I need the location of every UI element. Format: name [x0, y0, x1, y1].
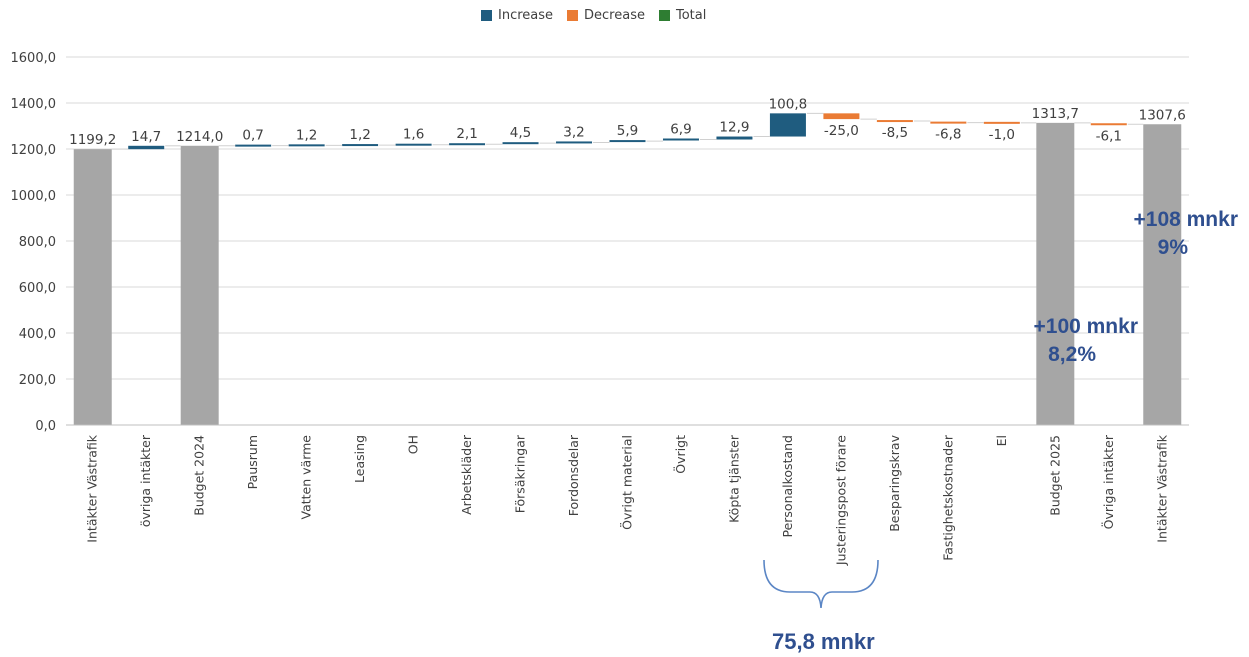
legend-item-total: Total	[658, 8, 707, 23]
data-label: 12,9	[719, 120, 749, 136]
bar-increase	[502, 142, 539, 145]
bar-decrease	[930, 121, 967, 124]
bar-increase	[662, 138, 699, 141]
bar-total	[73, 149, 112, 425]
x-tick-label: Köpta tjänster	[726, 434, 741, 523]
brace-annotation	[763, 559, 879, 609]
data-label: 1199,2	[69, 132, 116, 148]
x-tick-label: Fastighetskostnader	[940, 434, 955, 561]
callout-plus-100-amount: +100 mnkr	[1033, 315, 1139, 338]
x-tick-label: Budget 2025	[1047, 435, 1062, 516]
data-label: -6,8	[935, 127, 961, 143]
x-tick-label: El	[994, 435, 1009, 446]
bar-decrease	[1090, 123, 1127, 126]
x-tick-label: Övriga intäkter	[1100, 434, 1116, 529]
legend-swatch-total	[658, 10, 670, 21]
bar-decrease	[876, 120, 913, 123]
legend-label-decrease: Decrease	[584, 8, 645, 23]
bar-increase	[556, 141, 593, 144]
legend-item-decrease: Decrease	[567, 8, 645, 23]
gridlines	[66, 56, 1189, 426]
x-tick-label: OH	[406, 435, 421, 454]
y-tick-label: 400,0	[19, 327, 56, 342]
data-label: -6,1	[1096, 128, 1122, 144]
callout-personal-total: 75,8 mnkr	[772, 628, 875, 656]
data-label: -1,0	[989, 127, 1015, 143]
bar-increase	[288, 144, 325, 147]
x-tick-label: Arbetskläder	[459, 434, 474, 515]
data-label: 1214,0	[176, 129, 223, 145]
data-label: 5,9	[617, 123, 638, 139]
callout-plus-108: +108 mnkr 9%	[1090, 206, 1239, 262]
data-label: 4,5	[510, 125, 531, 141]
y-tick-label: 1000,0	[11, 189, 57, 204]
x-tick-label: Övrigt	[672, 435, 688, 474]
bar-increase	[769, 113, 806, 137]
data-label: 1,6	[403, 127, 424, 143]
x-tick-label: Pausrum	[245, 435, 260, 489]
bar-decrease	[823, 113, 860, 120]
data-label: 2,1	[456, 126, 477, 142]
bar-increase	[128, 145, 165, 150]
bars	[73, 113, 1182, 425]
x-tick-label: övriga intäkter	[138, 434, 153, 527]
connector-lines	[111, 112, 1144, 150]
y-tick-label: 200,0	[19, 373, 56, 388]
bar-total	[180, 145, 219, 425]
data-label: 1307,6	[1139, 107, 1186, 123]
bar-total	[1036, 122, 1075, 425]
data-label: 1,2	[296, 127, 317, 143]
callout-personal-total-amount: 75,8 mnkr	[772, 629, 875, 654]
legend-label-total: Total	[675, 8, 707, 23]
bar-increase	[395, 143, 432, 146]
bar-decrease	[983, 121, 1020, 124]
data-label: -8,5	[882, 125, 908, 141]
legend-item-increase: Increase	[481, 8, 553, 23]
x-tick-label: Fordonsdelar	[566, 434, 581, 516]
x-axis: Intäkter Västrafik övriga intäkter Budget …	[85, 434, 1170, 566]
x-tick-label: Justeringspost förare	[833, 435, 848, 566]
bar-increase	[235, 144, 272, 147]
chart-legend: Increase Decrease Total	[481, 8, 706, 23]
data-label: 14,7	[131, 129, 161, 145]
x-tick-label: Intäkter Västrafik	[85, 434, 100, 542]
callout-plus-100: +100 mnkr 8,2%	[980, 313, 1139, 369]
legend-label-increase: Increase	[498, 8, 554, 23]
y-tick-label: 800,0	[19, 235, 56, 250]
callout-plus-100-percent: 8,2%	[1048, 343, 1096, 366]
bar-total	[1143, 124, 1182, 425]
y-tick-label: 1200,0	[11, 143, 57, 158]
y-axis: 0,0 200,0 400,0 600,0 800,0 1000,0 1200,0 1400,…	[11, 51, 1189, 434]
x-tick-label: Budget 2024	[192, 435, 207, 516]
data-label: 0,7	[242, 128, 263, 144]
y-tick-label: 1400,0	[11, 97, 57, 112]
x-tick-label: Vatten värme	[299, 435, 314, 520]
legend-swatch-increase	[481, 10, 492, 21]
data-label: 100,8	[769, 96, 808, 112]
data-label: -25,0	[824, 123, 859, 139]
x-tick-label: Försäkringar	[513, 434, 528, 513]
x-tick-label: Intäkter Västrafik	[1154, 434, 1169, 542]
y-tick-label: 600,0	[19, 281, 56, 296]
bar-increase	[716, 136, 753, 140]
bar-increase	[609, 140, 646, 143]
callout-plus-108-percent: 9%	[1157, 236, 1188, 259]
x-tick-label: Besparingskrav	[887, 434, 902, 531]
data-labels: 1199,2 14,7 1214,0 0,7 1,2 1,2 1,6 2,1 4,5 3,2 5,9…	[69, 96, 1186, 148]
y-tick-label: 1600,0	[11, 51, 57, 66]
data-label: 6,9	[670, 122, 691, 138]
data-label: 1,2	[349, 127, 370, 143]
data-label: 1313,7	[1032, 106, 1079, 122]
callout-plus-108-amount: +108 mnkr	[1133, 208, 1239, 231]
legend-swatch-decrease	[567, 10, 579, 21]
x-tick-label: Leasing	[352, 435, 367, 483]
bar-increase	[342, 144, 379, 147]
data-label: 3,2	[563, 124, 584, 140]
x-tick-label: Personalkostand	[780, 435, 795, 538]
bar-increase	[449, 143, 486, 146]
x-tick-label: Övrigt material	[619, 435, 635, 530]
y-tick-label: 0,0	[35, 419, 56, 434]
